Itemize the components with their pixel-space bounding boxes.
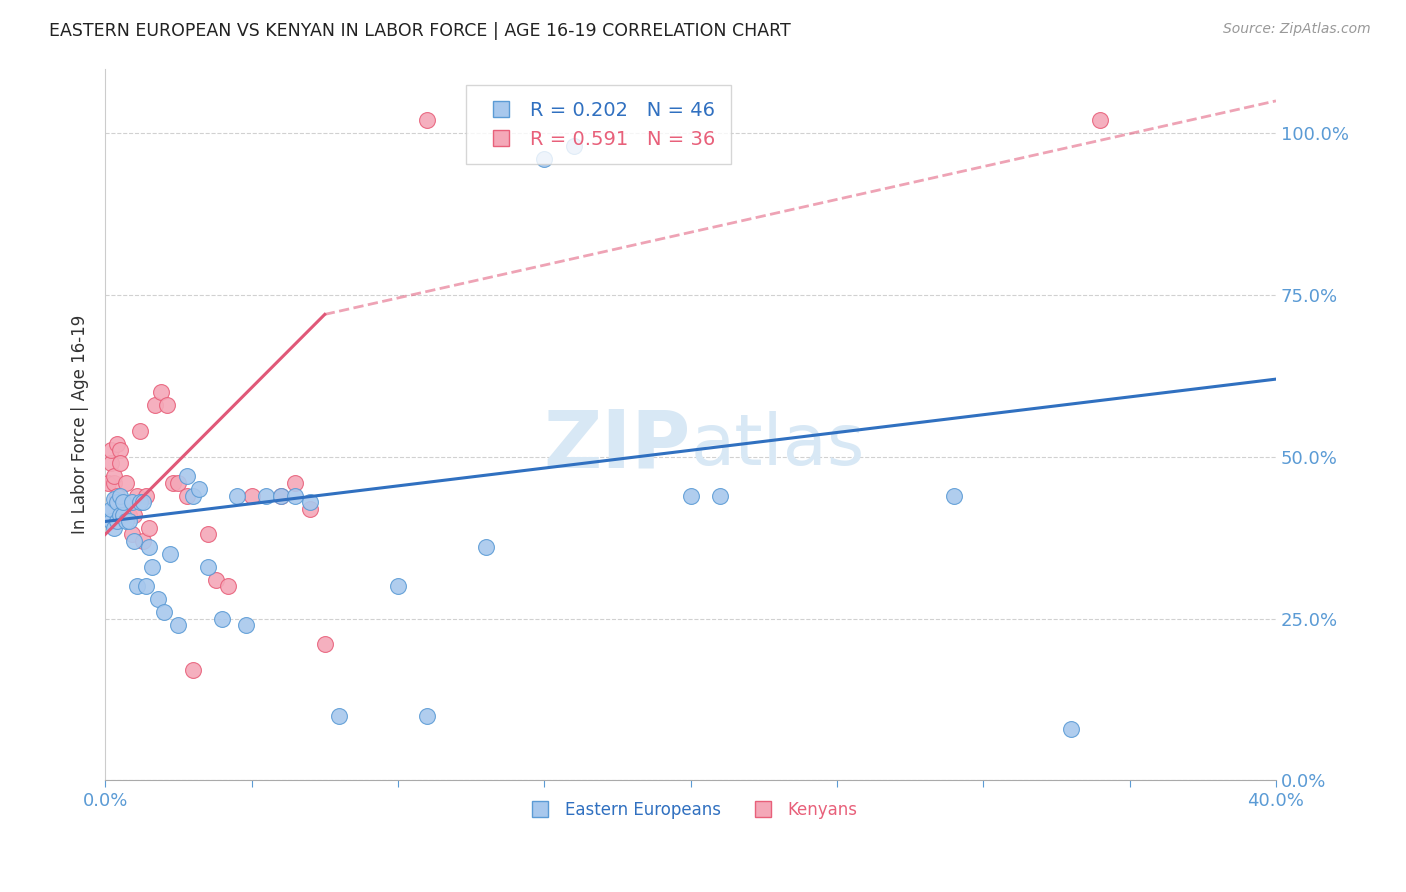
Point [156, 398, 179, 412]
Point [167, 475, 190, 490]
Point [111, 508, 134, 522]
Point [111, 501, 134, 516]
Point [270, 489, 292, 503]
Point [299, 501, 322, 516]
Point [97, 505, 120, 519]
Point [299, 495, 322, 509]
Point [197, 559, 219, 574]
Point [117, 508, 139, 522]
Point [100, 443, 122, 458]
Point [100, 515, 122, 529]
Point [105, 515, 128, 529]
Point [105, 489, 128, 503]
Point [167, 618, 190, 632]
Point [114, 515, 136, 529]
Point [146, 592, 169, 607]
Point [138, 541, 160, 555]
Point [533, 152, 555, 166]
Point [103, 521, 125, 535]
Point [181, 489, 204, 503]
Point [132, 495, 155, 509]
Point [1090, 113, 1112, 128]
Point [205, 573, 228, 587]
Point [127, 579, 149, 593]
Point [416, 708, 439, 723]
Point [141, 559, 163, 574]
Point [138, 521, 160, 535]
Point [97, 475, 120, 490]
Point [100, 501, 122, 516]
Point [254, 489, 277, 503]
Point [121, 495, 143, 509]
Point [235, 618, 257, 632]
Text: ZIP: ZIP [543, 407, 690, 484]
Point [387, 579, 409, 593]
Point [149, 385, 172, 400]
Point [159, 547, 181, 561]
Point [105, 437, 128, 451]
Point [129, 495, 152, 509]
Point [211, 611, 233, 625]
Point [474, 541, 496, 555]
Point [152, 605, 174, 619]
Point [103, 469, 125, 483]
Point [117, 515, 139, 529]
Point [114, 475, 136, 490]
Point [103, 475, 125, 490]
Point [100, 456, 122, 470]
Y-axis label: In Labor Force | Age 16-19: In Labor Force | Age 16-19 [72, 315, 89, 534]
Point [240, 489, 263, 503]
Point [314, 637, 336, 651]
Point [129, 424, 152, 438]
Point [679, 489, 702, 503]
Point [416, 113, 439, 128]
Point [108, 508, 131, 522]
Point [111, 495, 134, 509]
Text: Source: ZipAtlas.com: Source: ZipAtlas.com [1223, 22, 1371, 37]
Point [176, 469, 198, 483]
Point [709, 489, 731, 503]
Point [943, 489, 966, 503]
Text: EASTERN EUROPEAN VS KENYAN IN LABOR FORCE | AGE 16-19 CORRELATION CHART: EASTERN EUROPEAN VS KENYAN IN LABOR FORC… [49, 22, 792, 40]
Point [108, 489, 131, 503]
Point [162, 475, 184, 490]
Point [135, 579, 157, 593]
Point [143, 398, 166, 412]
Point [121, 527, 143, 541]
Point [176, 489, 198, 503]
Point [270, 489, 292, 503]
Point [197, 527, 219, 541]
Point [562, 139, 585, 153]
Point [108, 443, 131, 458]
Point [217, 579, 239, 593]
Text: atlas: atlas [690, 411, 865, 480]
Point [328, 708, 350, 723]
Point [124, 508, 146, 522]
Point [1060, 722, 1083, 736]
Point [226, 489, 249, 503]
Point [284, 489, 307, 503]
Point [108, 456, 131, 470]
Point [181, 663, 204, 677]
Point [135, 489, 157, 503]
Point [103, 491, 125, 506]
Point [187, 482, 209, 496]
Point [127, 489, 149, 503]
Point [105, 495, 128, 509]
Point [284, 475, 307, 490]
Legend: Eastern Europeans, Kenyans: Eastern Europeans, Kenyans [517, 794, 865, 825]
Point [124, 533, 146, 548]
Point [132, 533, 155, 548]
